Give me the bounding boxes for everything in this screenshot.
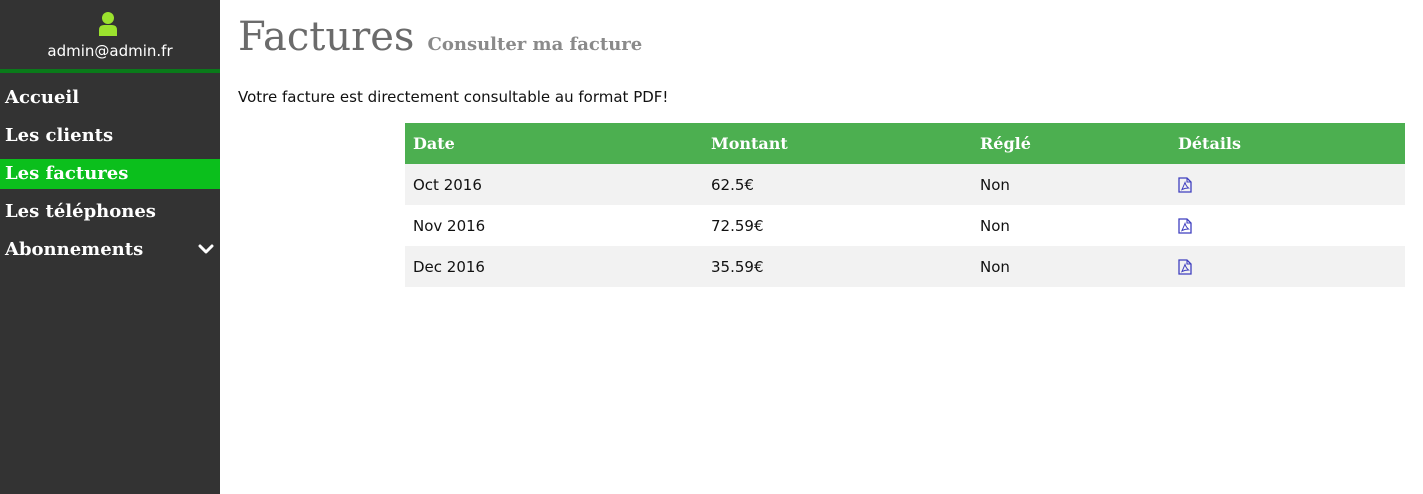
sidebar-item-abonnements[interactable]: Abonnements xyxy=(0,235,220,265)
cell-date: Dec 2016 xyxy=(405,246,703,287)
intro-text: Votre facture est directement consultabl… xyxy=(238,88,669,106)
page-title: Factures xyxy=(238,14,415,60)
table-row: Dec 2016 35.59€ Non xyxy=(405,246,1405,287)
cell-date: Oct 2016 xyxy=(405,164,703,205)
pdf-file-icon[interactable] xyxy=(1178,218,1192,234)
sidebar-item-label: Les factures xyxy=(5,163,129,184)
pdf-file-icon[interactable] xyxy=(1178,177,1192,193)
cell-amount: 72.59€ xyxy=(703,205,972,246)
table-row: Nov 2016 72.59€ Non xyxy=(405,205,1405,246)
chevron-down-icon[interactable] xyxy=(198,243,214,255)
sidebar-item-label: Les clients xyxy=(5,125,114,146)
user-block: admin@admin.fr xyxy=(0,0,220,73)
column-header-details: Détails xyxy=(1170,123,1405,164)
cell-details xyxy=(1170,164,1405,205)
cell-paid: Non xyxy=(972,246,1170,287)
column-header-paid: Réglé xyxy=(972,123,1170,164)
column-header-amount: Montant xyxy=(703,123,972,164)
cell-amount: 35.59€ xyxy=(703,246,972,287)
table-header-row: Date Montant Réglé Détails xyxy=(405,123,1405,164)
page-subtitle: Consulter ma facture xyxy=(427,34,643,55)
user-icon xyxy=(99,12,117,36)
sidebar-item-telephones[interactable]: Les téléphones xyxy=(0,197,220,227)
cell-details xyxy=(1170,205,1405,246)
pdf-file-icon[interactable] xyxy=(1178,259,1192,275)
sidebar-nav: Accueil Les clients Les factures Les tél… xyxy=(0,83,220,273)
sidebar-item-label: Les téléphones xyxy=(5,201,156,222)
table-row: Oct 2016 62.5€ Non xyxy=(405,164,1405,205)
sidebar-item-factures[interactable]: Les factures xyxy=(0,159,220,189)
cell-amount: 62.5€ xyxy=(703,164,972,205)
cell-paid: Non xyxy=(972,164,1170,205)
sidebar: admin@admin.fr Accueil Les clients Les f… xyxy=(0,0,220,494)
sidebar-item-accueil[interactable]: Accueil xyxy=(0,83,220,113)
sidebar-item-label: Abonnements xyxy=(5,239,144,260)
sidebar-item-clients[interactable]: Les clients xyxy=(0,121,220,151)
user-email: admin@admin.fr xyxy=(47,42,173,60)
page-header: Factures Consulter ma facture xyxy=(238,14,642,60)
column-header-date: Date xyxy=(405,123,703,164)
cell-details xyxy=(1170,246,1405,287)
sidebar-item-label: Accueil xyxy=(5,87,80,108)
cell-paid: Non xyxy=(972,205,1170,246)
cell-date: Nov 2016 xyxy=(405,205,703,246)
invoice-table: Date Montant Réglé Détails Oct 2016 62.5… xyxy=(405,123,1405,287)
